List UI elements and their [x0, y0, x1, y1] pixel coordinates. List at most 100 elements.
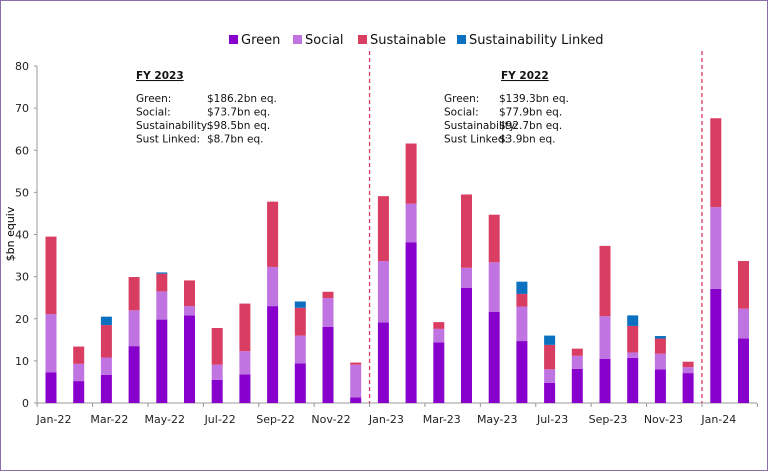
x-tick-label: Jan-23 [368, 413, 404, 426]
bar-green [738, 338, 749, 403]
bar-sustainable [433, 322, 445, 329]
bar-sustainable [73, 346, 85, 364]
bar-social [544, 369, 556, 383]
y-axis-label: $bn equiv [4, 206, 17, 261]
bar-social [599, 316, 611, 359]
y-tick-label: 50 [15, 186, 29, 199]
bar-social [73, 363, 85, 382]
annotation-label: Sust Linked: [136, 134, 200, 146]
bar-green [516, 341, 528, 403]
y-tick-label: 40 [15, 229, 29, 242]
bar-sustainable [128, 277, 140, 311]
y-tick-label: 0 [22, 397, 29, 410]
x-tick-label: Sep-23 [589, 413, 628, 426]
bar-sustainable [100, 325, 112, 358]
legend-label: Green [241, 33, 280, 48]
bar-social [100, 357, 112, 375]
bar-social [45, 314, 57, 373]
bar-green [322, 326, 334, 403]
bar-sustainability-linked [156, 272, 168, 274]
bar-social [433, 328, 445, 343]
x-tick-label: Jan-22 [36, 413, 72, 426]
bar-green [682, 373, 694, 403]
annotations: FY 2023 Green: $186.2bn eq. Social: $73.7bn … [136, 70, 569, 146]
bar-green [544, 382, 556, 403]
bar-sustainable [461, 194, 472, 268]
bar-sustainable [488, 214, 500, 263]
bar-social [156, 291, 168, 320]
y-tick-label: 10 [15, 355, 29, 368]
bar-green [184, 315, 195, 403]
annotation-title: FY 2022 [501, 70, 549, 82]
y-tick-label: 70 [15, 102, 29, 115]
bar-sustainable [627, 325, 639, 353]
bar-green [100, 374, 112, 403]
bar-social [516, 306, 528, 342]
bar-social [211, 364, 223, 380]
legend-swatch [229, 35, 238, 44]
bar-sustainability-linked [516, 281, 528, 294]
bar-sustainable [599, 245, 611, 317]
bar-sustainable [571, 348, 583, 356]
bar-social [488, 262, 500, 313]
annotation-value: $8.7bn eq. [207, 134, 264, 146]
legend-label: Social [305, 33, 344, 48]
bar-green [156, 319, 168, 403]
bar-sustainable [350, 362, 362, 365]
bar-green [710, 288, 722, 403]
y-tick-label: 60 [15, 144, 29, 157]
bar-green [461, 287, 472, 403]
bar-social [350, 364, 362, 398]
bar-green [627, 357, 639, 403]
bar-green [654, 369, 666, 403]
bar-sustainable [377, 196, 389, 262]
legend-label: Sustainable [370, 33, 446, 48]
bar-green [294, 363, 306, 403]
bar-sustainable [682, 361, 694, 368]
bar-social [128, 310, 140, 347]
bar-green [211, 379, 223, 403]
bar-social [682, 367, 694, 374]
bar-social [377, 261, 389, 323]
annotation-value: $77.9bn eq. [499, 107, 562, 119]
bar-sustainable [45, 236, 57, 315]
bar-green [128, 346, 140, 403]
bar-green [350, 397, 362, 403]
bar-sustainable [710, 118, 722, 208]
x-tick-label: May-22 [145, 413, 186, 426]
bar-sustainable [156, 273, 168, 292]
annotation-label: Sust Linked: [444, 134, 508, 146]
annotation-label: Sustainability: [136, 120, 210, 132]
legend-swatch [358, 35, 367, 44]
x-tick-label: Jul-23 [536, 413, 568, 426]
y-tick-label: 80 [15, 60, 29, 73]
bar-social [710, 207, 722, 289]
bar-social [405, 203, 417, 243]
annotation-label: Social: [136, 107, 171, 119]
annotation-title: FY 2023 [136, 70, 184, 82]
bar-sustainability-linked [100, 316, 112, 326]
bar-sustainable [267, 201, 279, 267]
bar-sustainability-linked [654, 336, 666, 339]
bar-social [627, 352, 639, 358]
annotation-label: Sustainability: [444, 120, 518, 132]
bar-social [322, 298, 334, 327]
x-tick-label: Jan-24 [700, 413, 736, 426]
y-tick-label: 30 [15, 271, 29, 284]
x-tick-label: Nov-23 [644, 413, 683, 426]
x-tick-label: Mar-22 [90, 413, 128, 426]
bar-sustainable [516, 293, 528, 307]
bar-social [184, 306, 195, 316]
x-tick-label: Sep-22 [256, 413, 295, 426]
x-tick-label: Nov-22 [311, 413, 350, 426]
bar-social [461, 267, 472, 288]
bar-social [267, 266, 279, 307]
bars [45, 118, 749, 403]
legend-label: Sustainability Linked [469, 33, 604, 48]
bar-sustainable [211, 328, 223, 365]
annotation-value: $186.2bn eq. [207, 93, 277, 105]
axes: 0 10 20 30 40 50 60 70 80 Jan-22 Mar-22 May-22 Jul-2… [15, 51, 758, 426]
bar-green [571, 368, 583, 403]
